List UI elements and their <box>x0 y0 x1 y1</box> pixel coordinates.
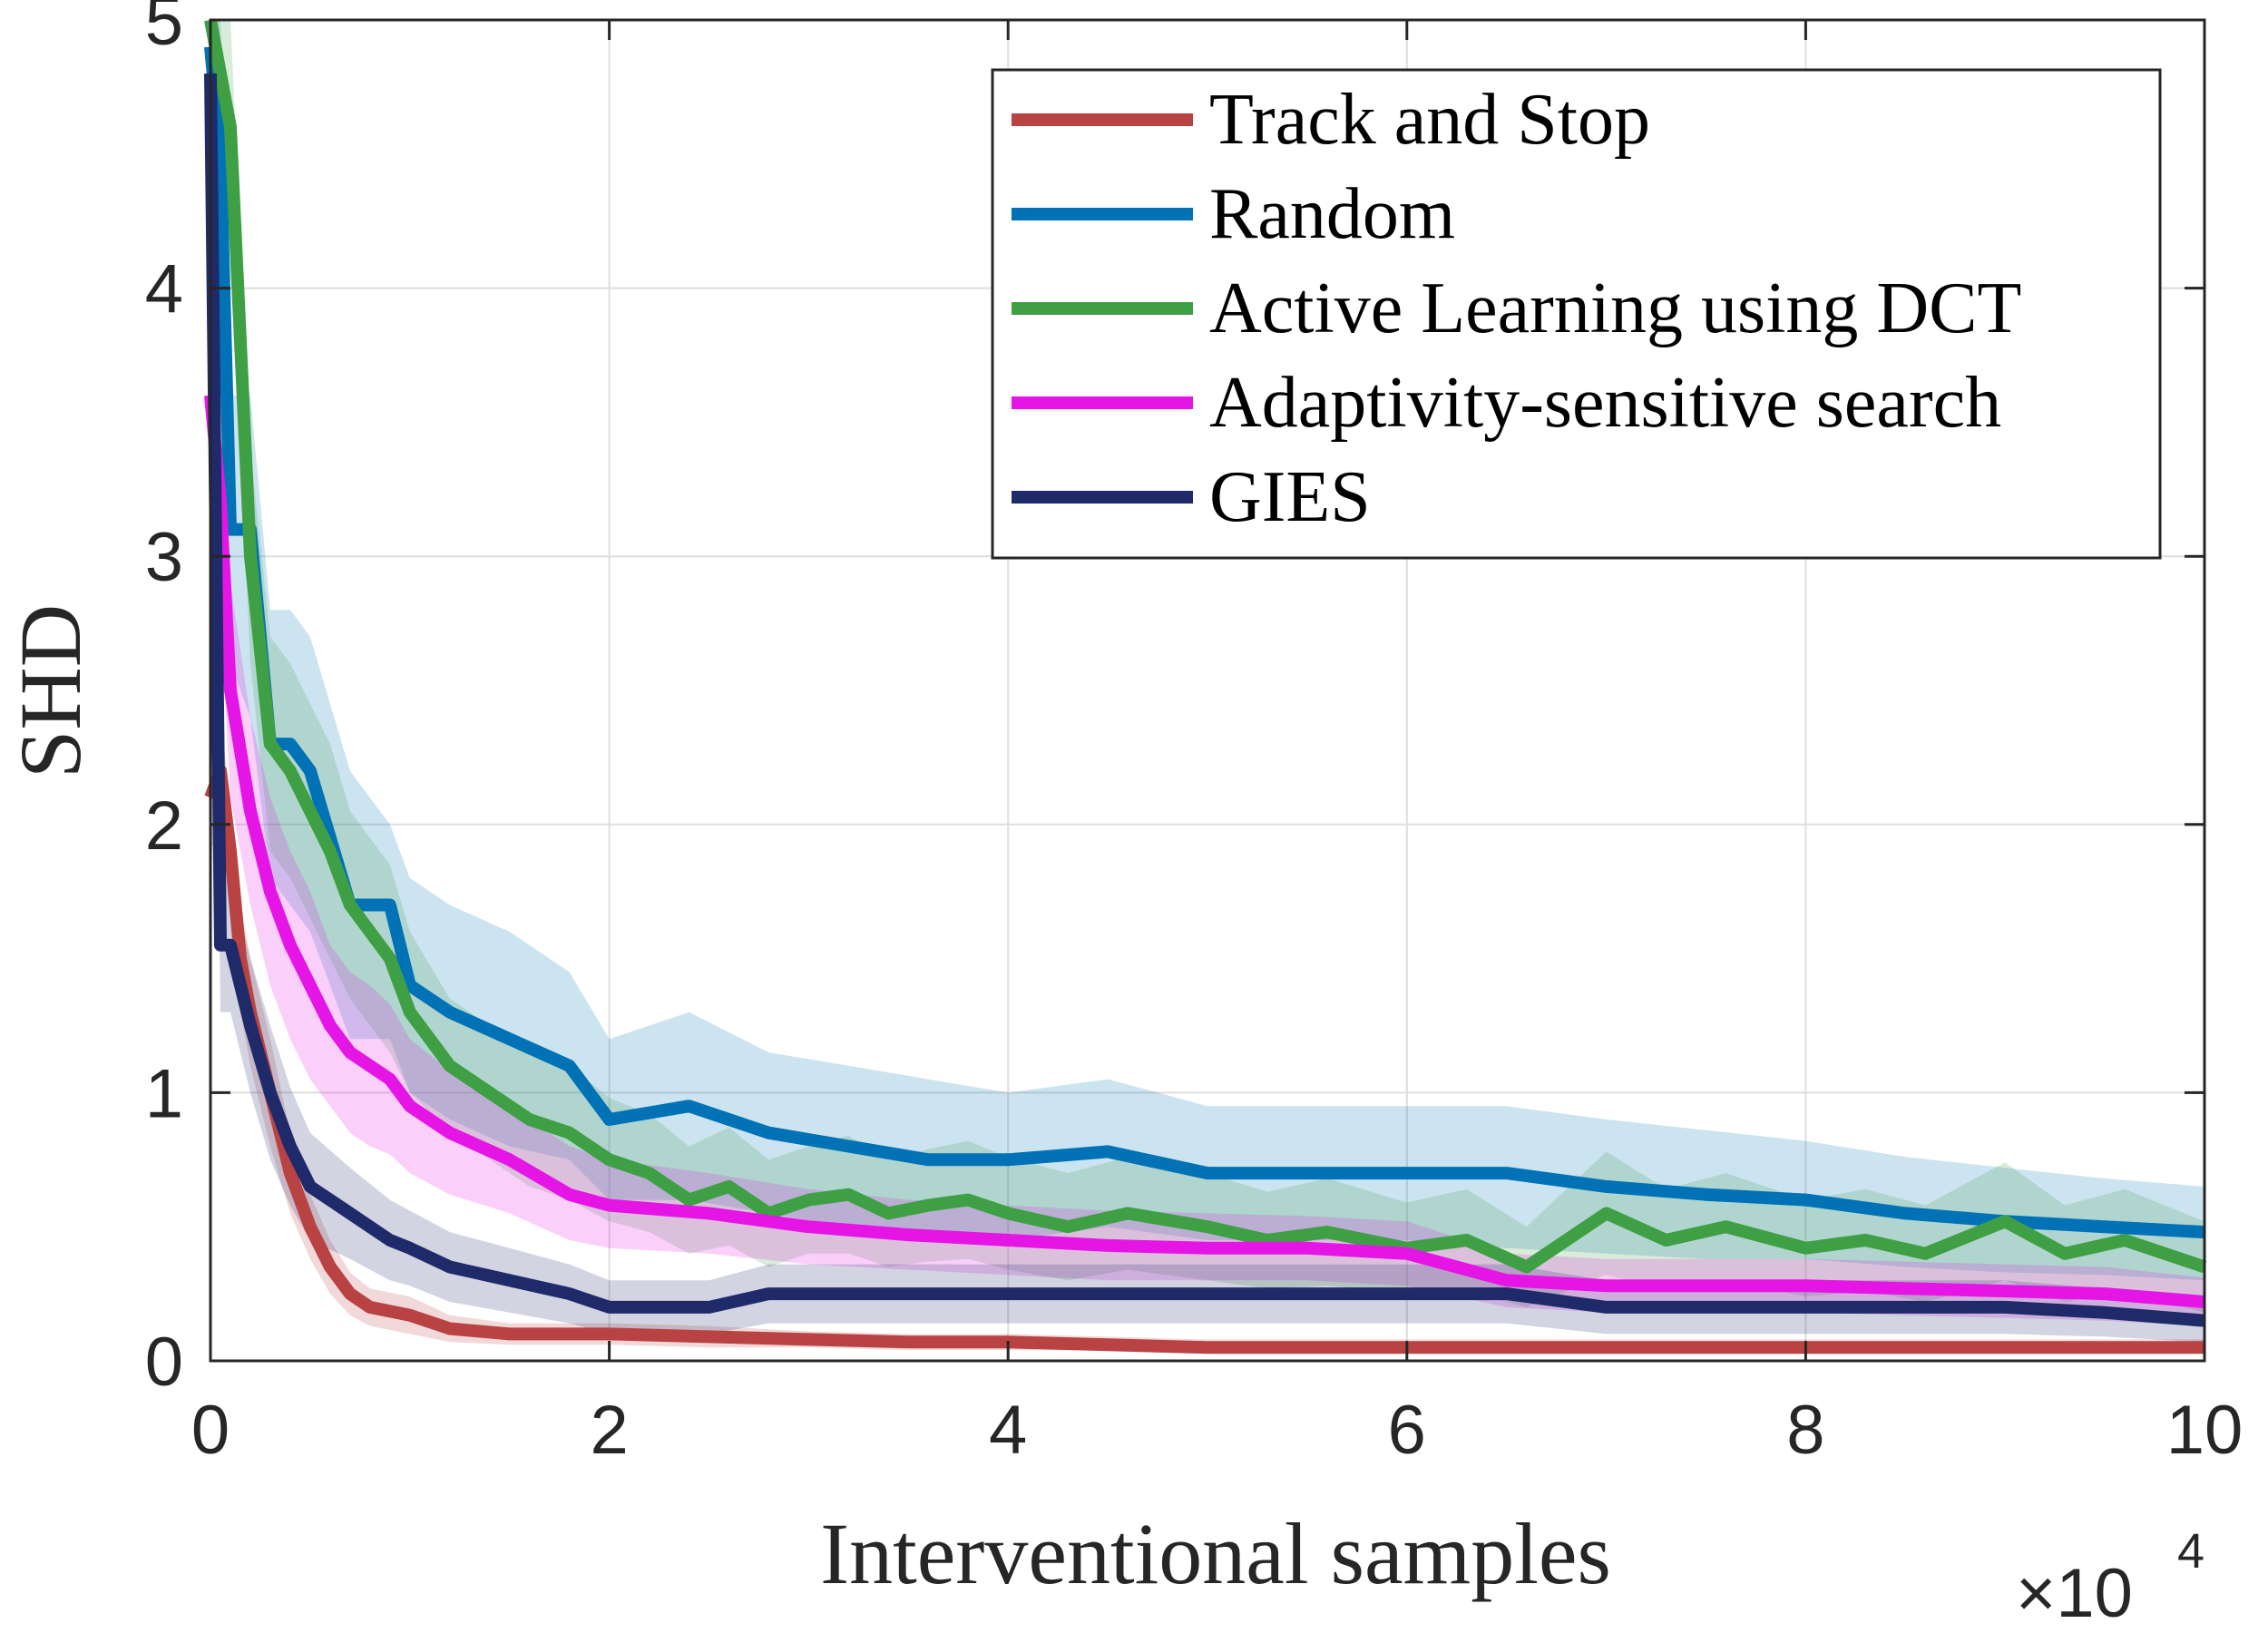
x-multiplier-exponent: 4 <box>2177 1524 2204 1579</box>
legend-label: GIES <box>1209 457 1371 537</box>
x-tick-label: 8 <box>1786 1392 1824 1469</box>
x-axis-title: Interventional samples <box>820 1505 1611 1602</box>
x-tick-label: 0 <box>191 1392 230 1469</box>
y-tick-label: 1 <box>145 1055 183 1132</box>
axes-box <box>209 18 2206 1363</box>
series-line-adaptivity-sensitive-search <box>204 395 2205 1308</box>
axis-ticks <box>209 18 2206 1363</box>
x-tick-label: 2 <box>590 1392 628 1469</box>
band-active-learning-using-dct <box>210 20 2204 1313</box>
legend-label: Random <box>1209 174 1455 254</box>
x-multiplier: ×10 4 <box>2016 1524 2204 1632</box>
y-tick-labels: 0 1 2 3 4 5 <box>145 0 183 1401</box>
y-tick-label: 5 <box>145 0 183 60</box>
x-tick-label: 10 <box>2166 1392 2244 1469</box>
y-tick-label: 4 <box>145 251 183 328</box>
legend-label: Track and Stop <box>1209 80 1650 160</box>
y-tick-label: 0 <box>145 1324 183 1401</box>
legend-label: Adaptivity-sensitive search <box>1209 363 2001 443</box>
legend-label: Active Learning using DCT <box>1209 269 2021 348</box>
y-axis-title: SHD <box>2 604 99 778</box>
legend-item-adaptivity-sensitive-search: Adaptivity-sensitive search <box>1012 363 2001 443</box>
confidence-bands <box>210 20 2204 1354</box>
x-multiplier-base: ×10 <box>2016 1555 2133 1632</box>
y-tick-label: 2 <box>145 787 183 865</box>
x-tick-label: 4 <box>989 1392 1027 1469</box>
legend-item-random: Random <box>1012 174 1455 254</box>
y-tick-label: 3 <box>145 519 183 596</box>
x-tick-labels: 0 2 4 6 8 10 <box>191 1392 2243 1469</box>
series-lines <box>204 18 2207 1354</box>
legend: Track and Stop Random Active Learning usin… <box>991 68 2162 560</box>
legend-item-gies: GIES <box>1012 457 1371 537</box>
x-tick-label: 6 <box>1388 1392 1426 1469</box>
series-line-random <box>204 45 2205 1239</box>
legend-item-track-and-stop: Track and Stop <box>1012 80 1650 160</box>
series-line-gies <box>204 73 2205 1327</box>
series-line-active-learning-using-dct <box>204 18 2207 1274</box>
legend-item-active-learning-using-dct: Active Learning using DCT <box>1012 269 2021 348</box>
